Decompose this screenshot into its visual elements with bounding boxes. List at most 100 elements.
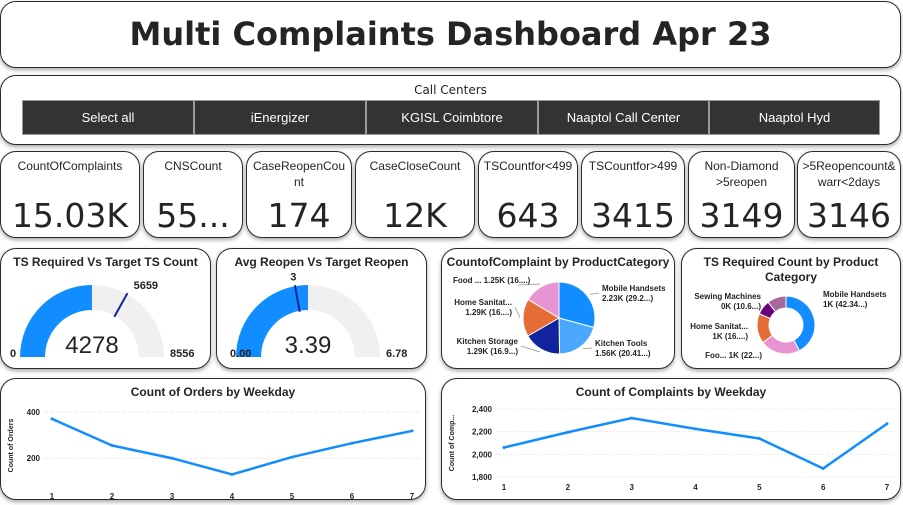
kpi-label: CNSCount	[164, 159, 222, 173]
gauge-avg-reopen[interactable]: 3 3.39 0.00 6.78	[217, 249, 427, 369]
donut-category-label: Mobile Handsets	[823, 290, 887, 299]
x-tick-label: 2	[566, 483, 571, 492]
x-tick-label: 3	[170, 492, 175, 500]
x-tick-label: 7	[885, 483, 890, 492]
gauge-ts-required[interactable]: 5659 4278 0 8556	[1, 249, 211, 369]
x-tick-label: 5	[290, 492, 295, 500]
gauge-card-avg-reopen: Avg Reopen Vs Target Reopen 3 3.39 0.00 6.7…	[216, 248, 427, 369]
data-point	[290, 455, 294, 459]
line-chart-orders-by-weekday[interactable]: 200 400 1 2 3 4 5 6 7 Count of Orders	[1, 379, 426, 500]
y-tick-label: 400	[27, 408, 41, 417]
kpi-value: 174	[267, 196, 331, 235]
pie-value-label: 2.23K (29.2...)	[602, 294, 653, 303]
data-point	[170, 456, 174, 460]
pie-category-label: Kitchen Storage	[457, 337, 519, 346]
donut-category-label: Home Sanitat...	[690, 322, 748, 331]
pie-card-complaints-by-category: CountofComplaint by ProductCategory Mobi…	[441, 248, 675, 369]
pie-value-label: 1.56K (20.41...)	[595, 349, 651, 358]
line-card-orders-by-weekday: Count of Orders by Weekday 200 400 1 2 3 4 5 6 7…	[0, 378, 426, 500]
pie-leader-line	[514, 306, 521, 318]
gauge-min-label: 0	[10, 348, 16, 360]
kpi-card-ts-count-gt-499: TSCountfor>499 3415	[581, 151, 685, 238]
kpi-value: 3146	[807, 196, 891, 235]
kpi-card-case-reopen-count: CaseReopenCount 174	[246, 151, 352, 238]
kpi-label: TSCountfor<499	[483, 159, 573, 173]
gauge-value-label: 3.39	[285, 332, 332, 359]
pie-value-label: 1.29K (16....)	[465, 308, 512, 317]
data-point	[230, 472, 234, 476]
x-tick-label: 7	[410, 492, 415, 500]
x-tick-label: 1	[502, 483, 507, 492]
gauge-value-arc	[20, 285, 92, 357]
pie-slice-1	[558, 317, 595, 355]
kpi-card-ts-count-lt-499: TSCountfor<499 643	[478, 151, 578, 238]
kpi-card-count-of-complaints: CountOfComplaints 15.03K	[0, 151, 140, 238]
slicer-option-ienergizer[interactable]: iEnergizer	[194, 100, 366, 135]
pie-leader-line	[517, 283, 540, 286]
data-point	[630, 416, 634, 420]
gauge-target-marker	[113, 292, 129, 318]
chart-title: Count of Complaints by Weekday	[575, 385, 767, 399]
data-point	[757, 436, 761, 440]
y-tick-label: 200	[27, 454, 41, 463]
x-tick-label: 4	[230, 492, 235, 500]
kpi-value: 12K	[383, 196, 447, 235]
slicer-title: Call Centers	[414, 83, 487, 97]
gauge-card-ts-required: TS Required Vs Target TS Count 5659 4278 0…	[0, 248, 211, 369]
y-axis-label: Count of Orders	[8, 419, 15, 473]
y-tick-label: 1,800	[472, 473, 493, 482]
pie-leader-line	[520, 345, 540, 353]
donut-category-label: Sewing Machines	[694, 292, 761, 301]
x-tick-label: 6	[821, 483, 826, 492]
y-axis-label: Count of Comp...	[449, 415, 456, 471]
page-title: Multi Complaints Dashboard Apr 23	[129, 15, 772, 53]
donut-card-ts-required-by-category: TS Required Count by Product Category Mo…	[681, 248, 901, 369]
pie-slice-0	[558, 281, 596, 329]
x-tick-label: 3	[629, 483, 634, 492]
pie-value-label: 1.29K (16.9...)	[467, 347, 518, 356]
donut-value-label: 1K (16....)	[712, 332, 748, 341]
data-point	[821, 467, 825, 470]
kpi-label: >5Reopencount&warr<2days	[802, 159, 896, 189]
data-point	[350, 441, 354, 445]
donut-value-label: 0K (10.6...)	[721, 302, 761, 311]
gauge-target-label: 3	[290, 271, 296, 283]
pie-category-label: Home Sanitat...	[454, 298, 512, 307]
chart-title: Avg Reopen Vs Target Reopen	[234, 255, 409, 269]
gauge-target-marker	[293, 285, 301, 312]
y-tick-label: 2,000	[472, 450, 493, 459]
chart-title: CountofComplaint by ProductCategory	[446, 255, 670, 269]
x-tick-label: 4	[693, 483, 698, 492]
title-card: Multi Complaints Dashboard Apr 23	[0, 1, 901, 68]
pie-category-label: Mobile Handsets	[602, 284, 666, 293]
y-tick-label: 2,400	[472, 405, 493, 414]
kpi-value: 55...	[156, 196, 230, 235]
slicer-option-select-all[interactable]: Select all	[22, 100, 194, 135]
line-card-complaints-by-weekday: Count of Complaints by Weekday 1,800 2,00…	[441, 378, 901, 500]
pie-slice-4	[527, 281, 560, 319]
x-tick-label: 6	[350, 492, 355, 500]
data-point	[410, 429, 414, 433]
pie-leader-line	[589, 292, 600, 295]
slicer-option-kgisl-coimbtore[interactable]: KGISL Coimbtore	[366, 100, 538, 135]
pie-leader-line	[582, 347, 593, 350]
chart-title: TS Required Vs Target TS Count	[13, 255, 198, 269]
kpi-label: CountOfComplaints	[17, 159, 123, 173]
slicer-option-naaptol-hyd[interactable]: Naaptol Hyd	[709, 100, 880, 135]
call-centers-slicer: Call Centers Select all iEnergizer KGISL…	[0, 75, 901, 145]
kpi-value: 3415	[591, 196, 675, 235]
x-tick-label: 1	[50, 492, 55, 500]
pie-category-label: Food ... 1.25K (16....)	[453, 276, 531, 285]
series-line	[503, 416, 888, 470]
kpi-label: CaseCloseCount	[369, 159, 461, 173]
slicer-option-naaptol-call-center[interactable]: Naaptol Call Center	[538, 100, 709, 135]
gauge-max-label: 8556	[170, 348, 194, 360]
kpi-value: 15.03K	[11, 196, 129, 235]
chart-title: TS Required Count by Product Category	[703, 255, 879, 284]
x-tick-label: 2	[110, 492, 115, 500]
kpi-value: 643	[496, 196, 560, 235]
data-point	[502, 446, 506, 450]
